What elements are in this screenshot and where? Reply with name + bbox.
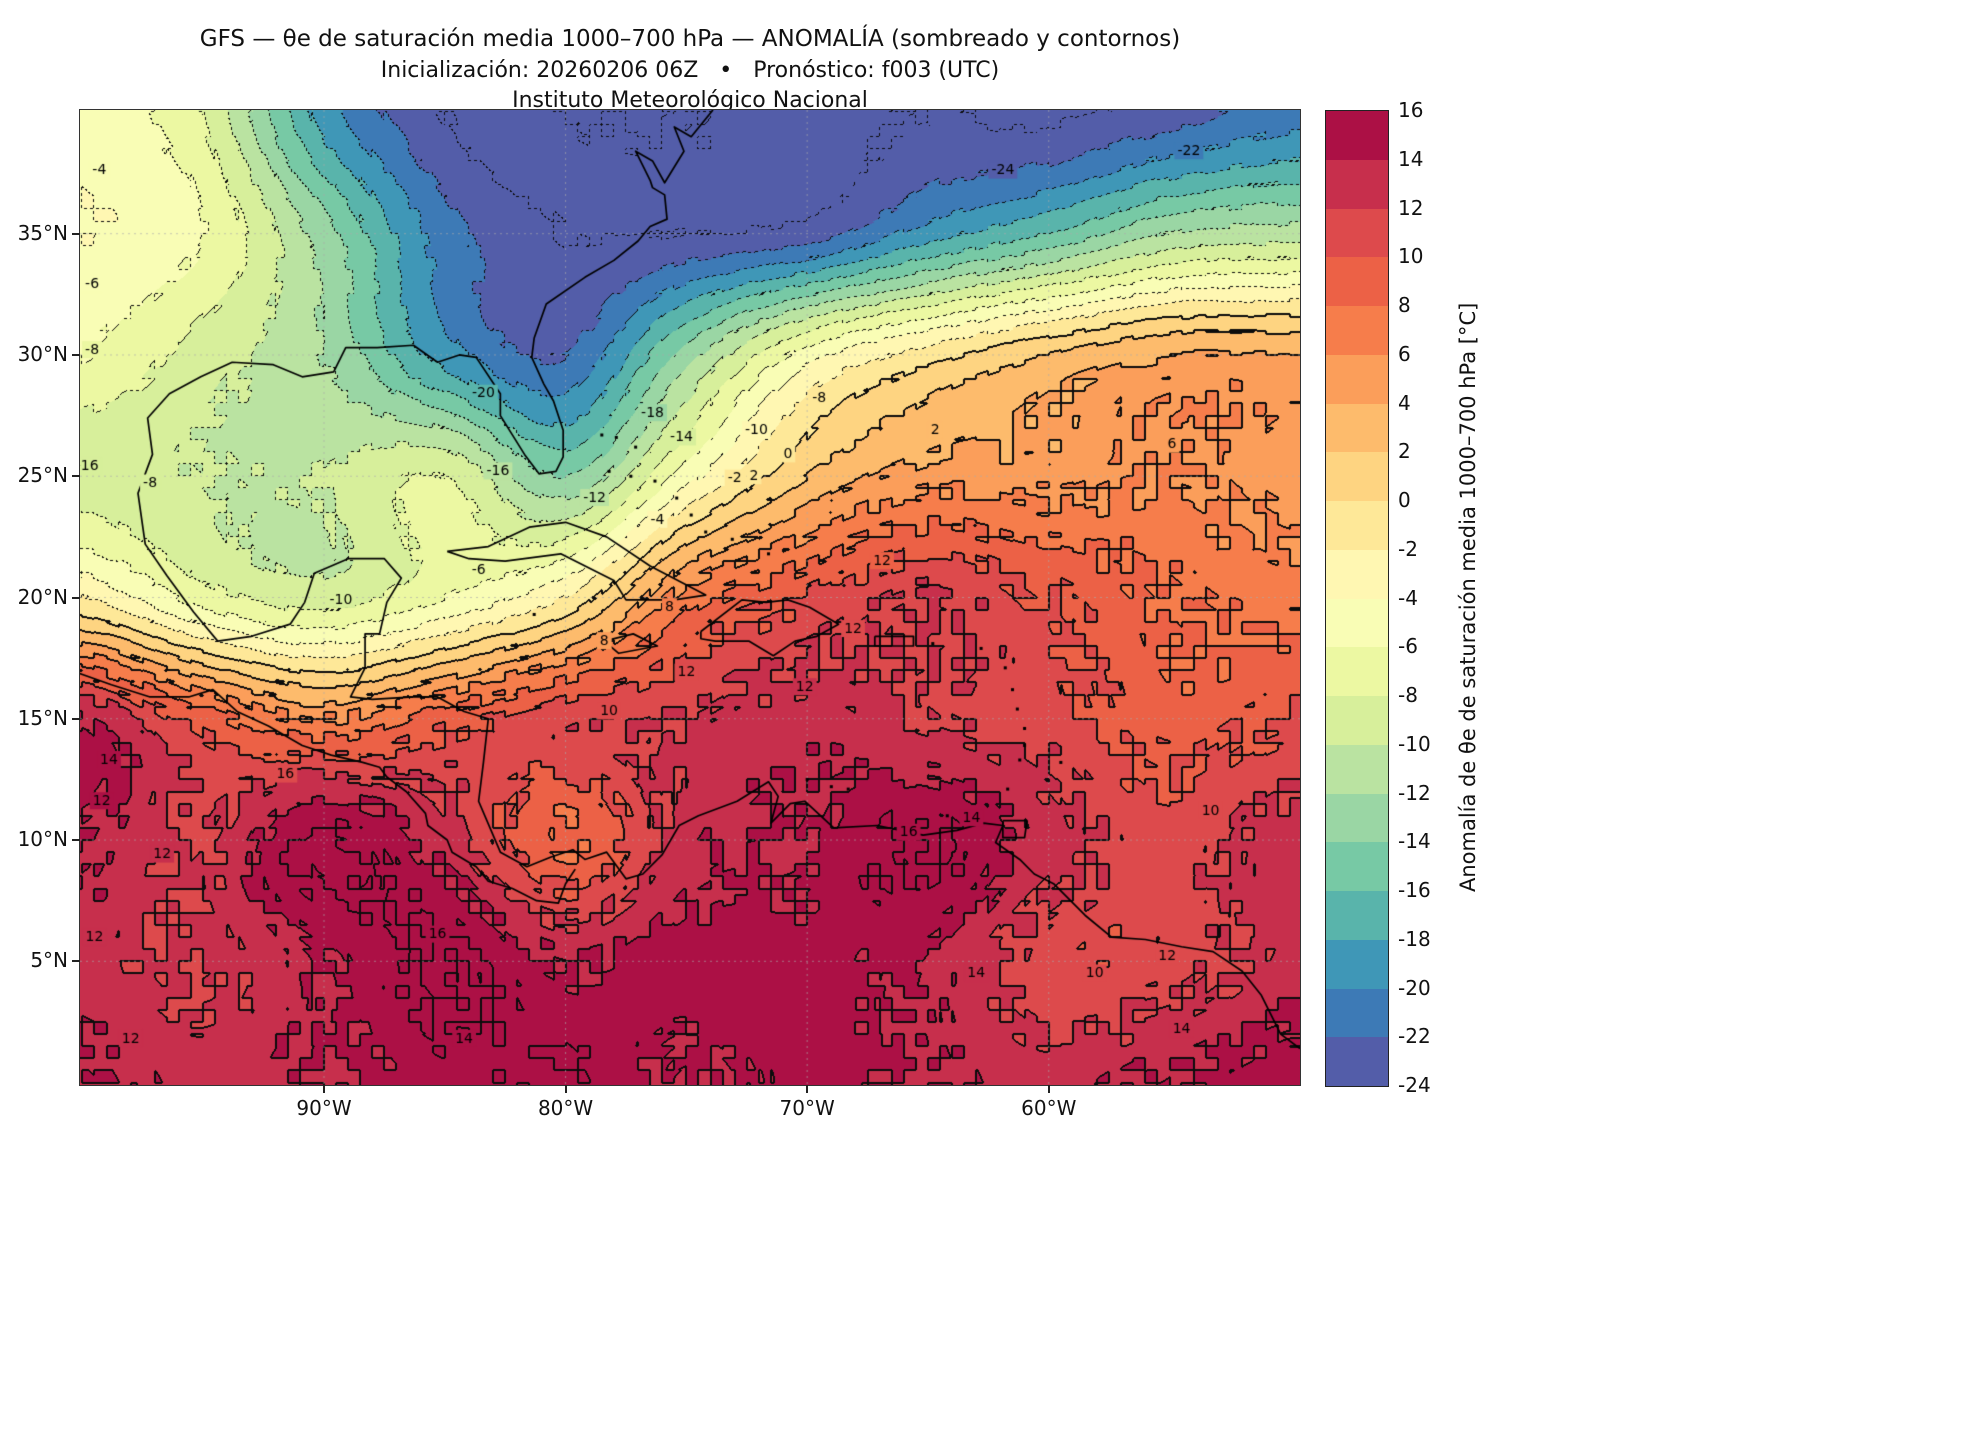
- colorbar-tick-label: 0: [1398, 488, 1411, 512]
- colorbar-tick-label: -6: [1398, 634, 1418, 659]
- y-tick-mark: [72, 596, 80, 599]
- colorbar-cell: [1326, 257, 1388, 306]
- x-tick-label: 90°W: [296, 1096, 352, 1120]
- colorbar-cell: [1326, 501, 1388, 550]
- y-tick-mark: [72, 353, 80, 356]
- colorbar-cell: [1326, 598, 1388, 648]
- y-tick-mark: [72, 717, 80, 720]
- colorbar-tick-label: 10: [1398, 244, 1424, 269]
- colorbar-cell: [1326, 403, 1388, 453]
- y-tick-mark: [72, 960, 80, 963]
- y-tick-label: 15°N: [17, 705, 68, 730]
- colorbar-tick-label: 6: [1398, 341, 1411, 366]
- colorbar-tick-label: 4: [1398, 390, 1411, 415]
- colorbar-tick-label: -4: [1398, 585, 1418, 610]
- colorbar-tick-label: -14: [1398, 829, 1431, 854]
- colorbar-cell: [1326, 306, 1388, 355]
- x-tick-mark: [323, 1085, 325, 1093]
- y-tick-mark: [72, 232, 80, 235]
- colorbar-cell: [1326, 842, 1388, 891]
- chart-title: GFS — θe de saturación media 1000–700 hP…: [199, 26, 1181, 52]
- colorbar-tick-label: -18: [1398, 926, 1431, 951]
- colorbar-tick-label: 14: [1398, 146, 1424, 171]
- y-tick-label: 35°N: [17, 220, 68, 245]
- colorbar-cell: [1326, 744, 1388, 794]
- y-tick-label: 5°N: [30, 948, 68, 973]
- colorbar-cell: [1326, 647, 1388, 696]
- x-tick-label: 70°W: [779, 1096, 835, 1120]
- chart-subtitle: Inicialización: 20260206 06Z • Pronóstic…: [380, 58, 1000, 83]
- colorbar-tick-label: -22: [1398, 1024, 1431, 1049]
- colorbar-tick-label: -10: [1398, 731, 1431, 756]
- x-tick-label: 60°W: [1021, 1096, 1077, 1120]
- colorbar-cell: [1326, 793, 1388, 843]
- y-tick-label: 25°N: [17, 463, 68, 488]
- y-tick-mark: [72, 475, 80, 478]
- colorbar: [1325, 110, 1389, 1087]
- colorbar-tick-label: -8: [1398, 683, 1418, 707]
- colorbar-cell: [1326, 111, 1388, 160]
- colorbar-tick-label: 8: [1398, 293, 1411, 317]
- colorbar-cell: [1326, 208, 1388, 258]
- colorbar-cell: [1326, 549, 1388, 599]
- colorbar-tick-label: 2: [1398, 439, 1411, 464]
- colorbar-cell: [1326, 696, 1388, 745]
- y-tick-label: 20°N: [17, 584, 68, 609]
- colorbar-cell: [1326, 939, 1388, 989]
- map-canvas: [79, 109, 1301, 1086]
- x-tick-mark: [806, 1085, 809, 1093]
- colorbar-cell: [1326, 988, 1388, 1038]
- colorbar-cell: [1326, 1037, 1388, 1086]
- y-tick-mark: [72, 839, 80, 842]
- colorbar-tick-label: 16: [1398, 98, 1424, 122]
- colorbar-cell: [1326, 159, 1388, 209]
- x-tick-label: 80°W: [537, 1096, 594, 1120]
- colorbar-label: Anomalía de θe de saturación media 1000–…: [1456, 302, 1480, 893]
- colorbar-cell: [1326, 354, 1388, 404]
- colorbar-tick-label: -12: [1398, 780, 1431, 805]
- colorbar-tick-label: -16: [1398, 878, 1431, 902]
- x-tick-mark: [1047, 1085, 1050, 1093]
- colorbar-tick-label: 12: [1398, 195, 1424, 220]
- colorbar-tick-label: -24: [1398, 1073, 1431, 1097]
- colorbar-cell: [1326, 891, 1388, 940]
- x-tick-mark: [564, 1085, 567, 1093]
- colorbar-tick-label: -2: [1398, 536, 1418, 561]
- y-tick-label: 10°N: [17, 827, 68, 852]
- colorbar-cell: [1326, 452, 1388, 501]
- colorbar-tick-label: -20: [1398, 975, 1431, 1000]
- y-tick-label: 30°N: [17, 341, 68, 366]
- chart-institution: Instituto Meteorológico Nacional: [512, 88, 868, 113]
